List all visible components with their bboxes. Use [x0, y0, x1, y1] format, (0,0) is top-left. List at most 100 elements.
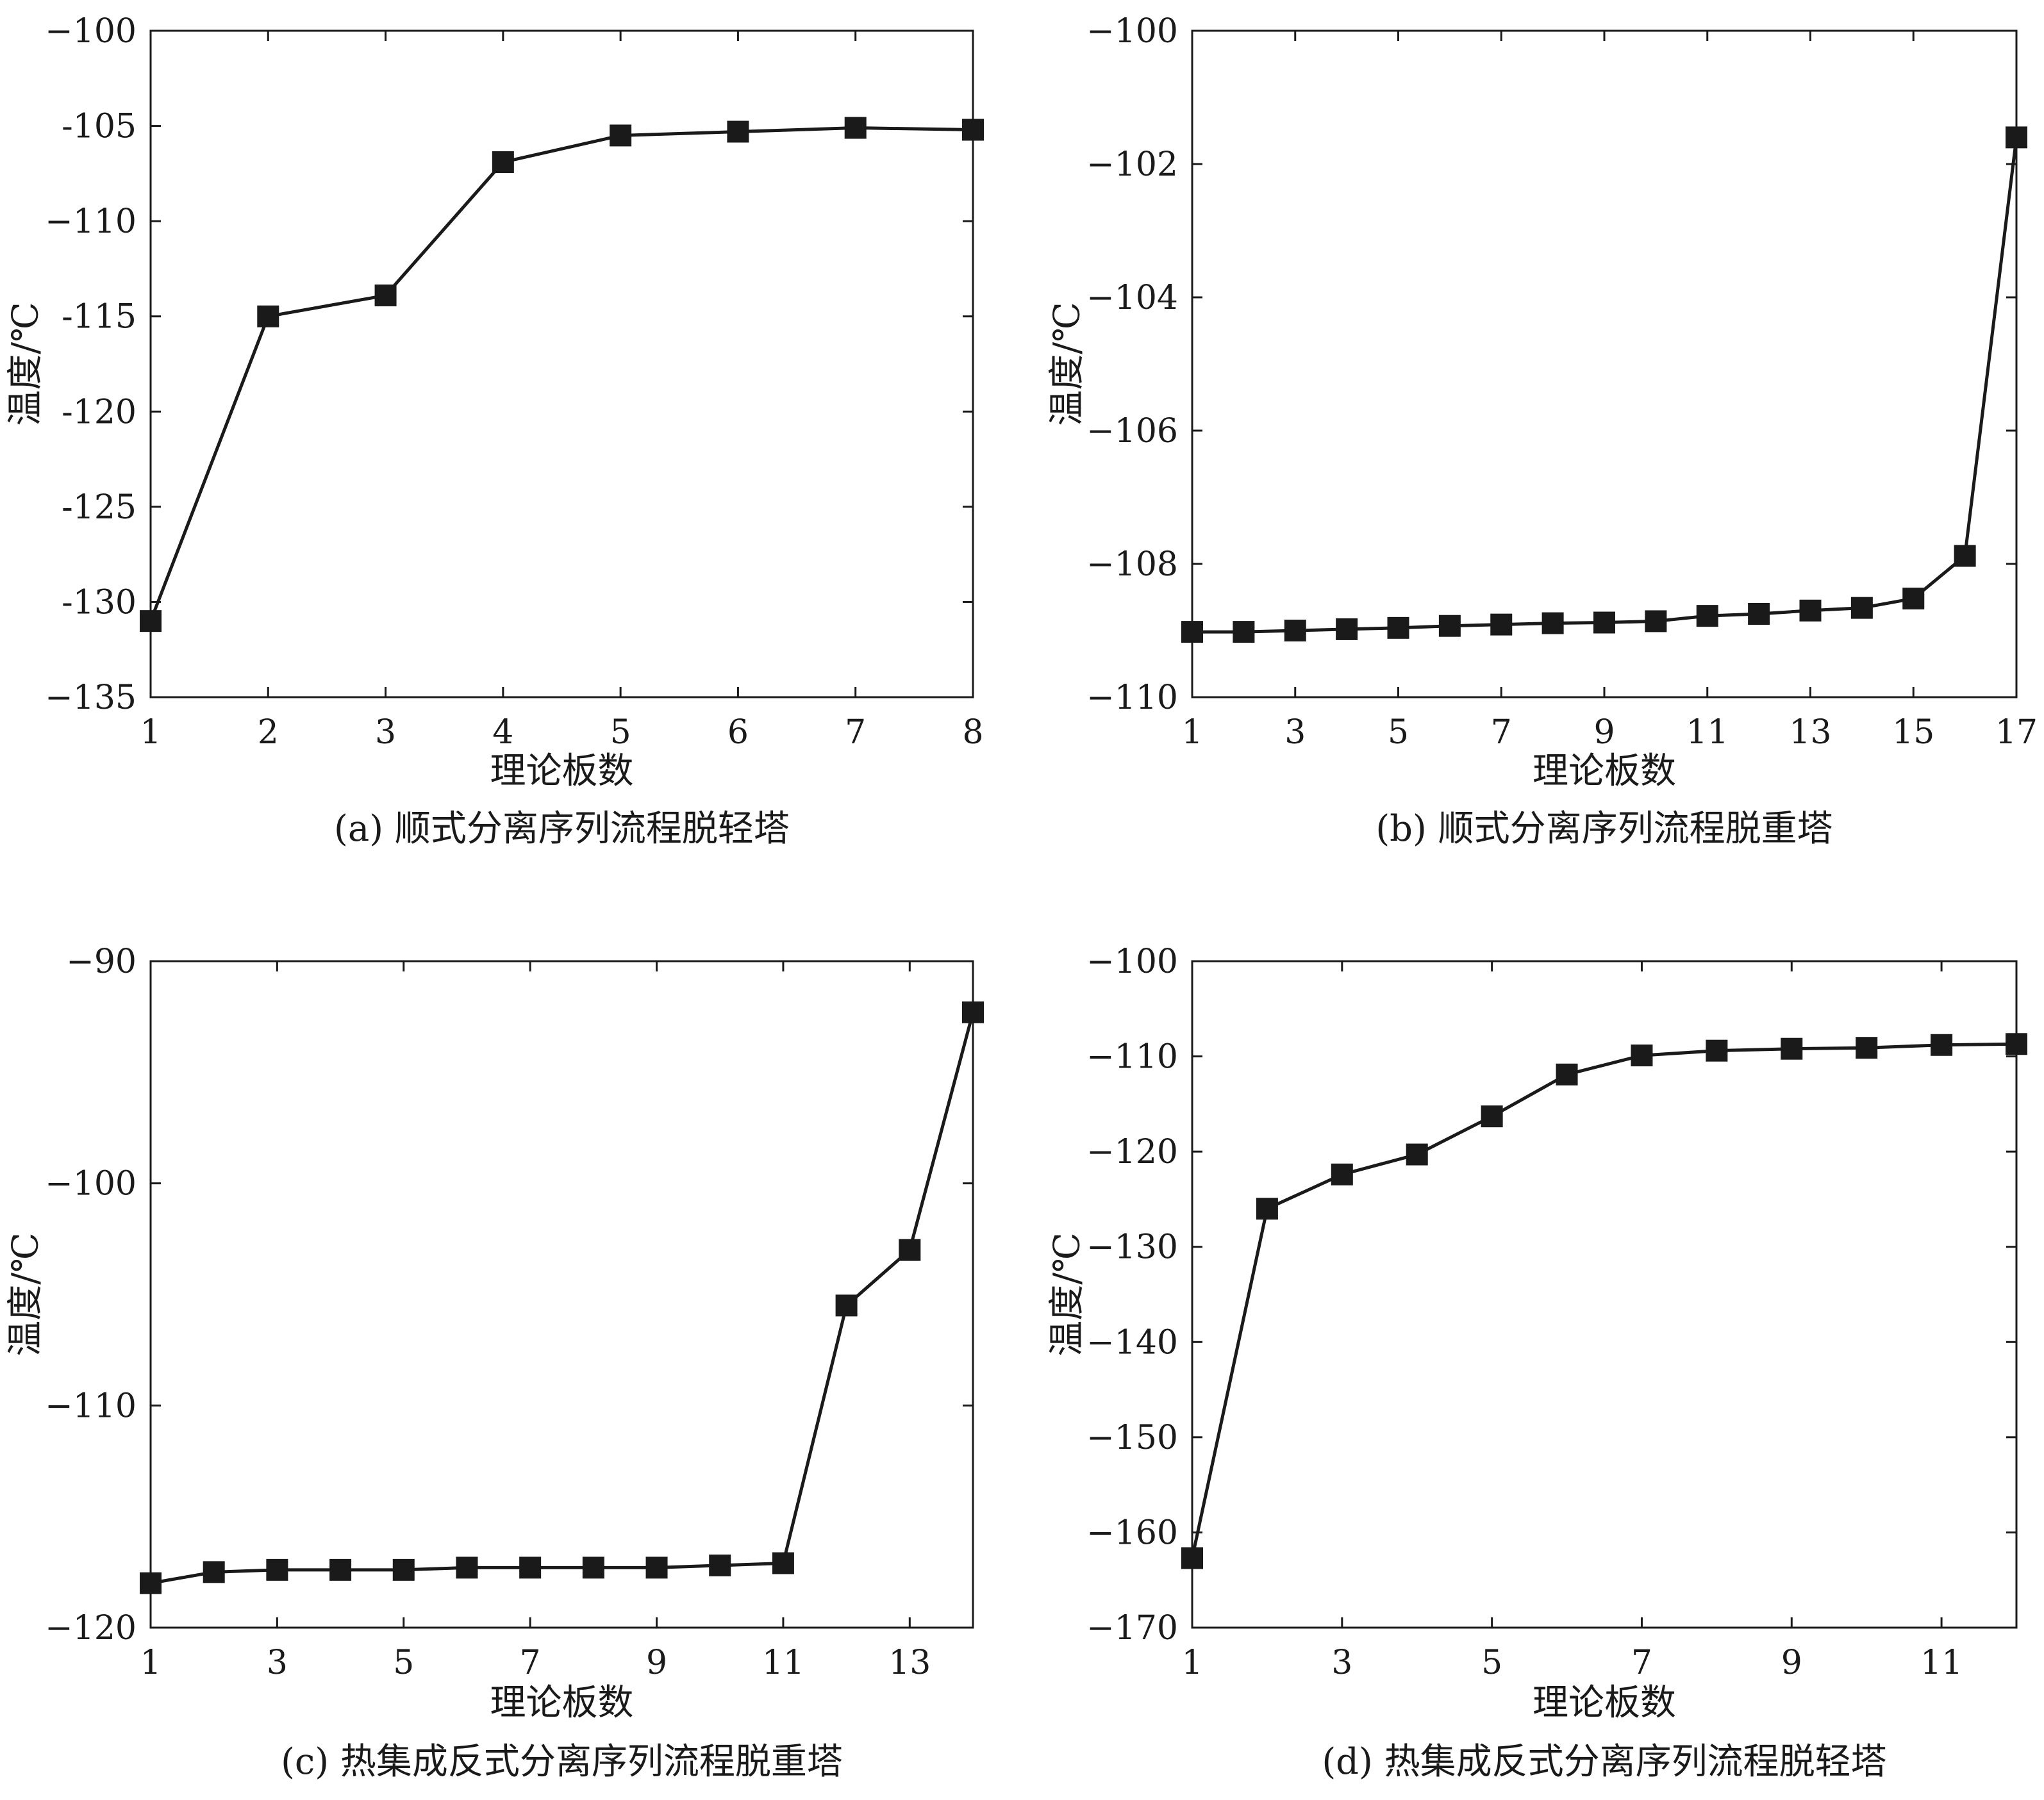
data-point — [1331, 1163, 1353, 1185]
data-point — [1593, 611, 1615, 634]
panel-a: 1 2 3 4 5 6 7 8 −100 -105 −110 -115 -120 -125 -130 −135… — [5, 12, 984, 850]
y-tick-label: −100 — [1086, 943, 1178, 981]
x-tick-label: 3 — [267, 1644, 288, 1682]
y-tick-label: −160 — [1086, 1514, 1178, 1552]
panel-caption: (a) 顺式分离序列流程脱轻塔 — [334, 808, 790, 850]
data-point — [844, 117, 867, 139]
data-point — [2006, 126, 2027, 149]
data-point — [962, 1001, 984, 1023]
x-tick-label: 9 — [646, 1644, 667, 1682]
y-tick-label: −106 — [1086, 412, 1178, 450]
y-tick-label: -130 — [62, 583, 137, 622]
data-point — [1406, 1143, 1428, 1166]
x-tick-label: 13 — [1789, 713, 1831, 752]
y-tick-label: −120 — [45, 1609, 137, 1647]
x-tick-label: 5 — [1388, 713, 1409, 752]
x-tick-label: 5 — [1481, 1644, 1502, 1682]
x-axis-label: 理论板数 — [1533, 1682, 1676, 1724]
y-axis-label: 温度/℃ — [5, 302, 47, 426]
x-tick-label: 5 — [393, 1644, 414, 1682]
data-point — [1748, 603, 1770, 625]
x-tick-label: 1 — [1181, 1644, 1202, 1682]
x-tick-label: 13 — [888, 1644, 931, 1682]
data-point — [899, 1239, 921, 1261]
data-point — [1645, 610, 1667, 632]
panel-caption: (d) 热集成反式分离序列流程脱轻塔 — [1322, 1741, 1886, 1783]
x-tick-label: 11 — [762, 1644, 804, 1682]
data-point — [610, 124, 632, 147]
plot-frame — [149, 960, 974, 1629]
x-tick-label: 3 — [375, 713, 396, 752]
data-point — [772, 1552, 794, 1574]
y-tick-label: −110 — [1086, 1038, 1178, 1077]
y-axis-label: 温度/℃ — [1047, 1232, 1088, 1357]
data-point — [1387, 616, 1409, 639]
data-point — [1336, 618, 1358, 640]
data-point — [1233, 621, 1255, 643]
data-point — [1931, 1034, 1953, 1056]
y-tick-label: −110 — [45, 202, 137, 241]
y-tick-label: -120 — [62, 393, 137, 431]
x-tick-label: 7 — [520, 1644, 541, 1682]
x-tick-label: 11 — [1920, 1644, 1963, 1682]
x-tick-label: 17 — [1995, 713, 2038, 752]
y-tick-label: −170 — [1086, 1609, 1178, 1647]
y-tick-label: −90 — [66, 943, 137, 981]
x-tick-label: 1 — [140, 1644, 161, 1682]
data-point — [2006, 1033, 2027, 1055]
plot-frame — [1191, 960, 2018, 1629]
data-point — [1438, 615, 1461, 637]
data-point — [709, 1554, 731, 1576]
plot-frame — [149, 29, 974, 698]
data-point — [1256, 1198, 1278, 1220]
data-point — [1799, 599, 1822, 622]
data-point — [203, 1561, 225, 1583]
x-tick-label: 1 — [1181, 713, 1202, 752]
data-point — [140, 1572, 162, 1594]
y-tick-label: −135 — [45, 679, 137, 717]
y-tick-label: −130 — [1086, 1228, 1178, 1267]
panel-d: 1 3 5 7 9 11 −100 −110 −120 −130 −140 −150 −160 −170 理… — [1047, 943, 2027, 1783]
y-tick-label: −110 — [1086, 679, 1178, 717]
x-tick-label: 7 — [1631, 1644, 1652, 1682]
x-tick-label: 3 — [1331, 1644, 1352, 1682]
x-tick-label: 3 — [1284, 713, 1306, 752]
data-point — [519, 1556, 542, 1579]
data-point — [1181, 621, 1203, 643]
y-tick-label: −140 — [1086, 1323, 1178, 1362]
series-line — [149, 126, 974, 622]
data-point — [1902, 588, 1925, 610]
data-point — [1781, 1037, 1803, 1060]
data-point — [582, 1556, 604, 1579]
data-point — [257, 305, 279, 327]
data-point — [392, 1558, 415, 1581]
data-point — [1696, 605, 1718, 627]
data-point — [374, 285, 397, 307]
series-line — [1192, 137, 2018, 634]
panel-caption: (b) 顺式分离序列流程脱重塔 — [1375, 808, 1832, 850]
y-tick-label: −108 — [1086, 545, 1178, 584]
x-tick-label: 15 — [1892, 713, 1934, 752]
data-point — [266, 1558, 288, 1581]
x-tick-label: 7 — [845, 713, 866, 752]
data-point — [1631, 1044, 1653, 1067]
x-tick-label: 7 — [1491, 713, 1512, 752]
data-point — [1481, 1105, 1503, 1128]
x-tick-label: 4 — [492, 713, 513, 752]
data-point — [1850, 597, 1873, 619]
x-tick-label: 1 — [140, 713, 161, 752]
y-tick-label: −150 — [1086, 1419, 1178, 1457]
y-tick-label: −120 — [1086, 1133, 1178, 1171]
data-point — [645, 1556, 668, 1579]
y-tick-label: -105 — [62, 108, 137, 146]
y-tick-label: −100 — [45, 12, 137, 51]
data-point — [329, 1558, 352, 1581]
y-tick-label: −104 — [1086, 279, 1178, 317]
x-tick-label: 8 — [962, 713, 983, 752]
panel-b: 1 3 5 7 9 11 13 15 17−100−102−104−106−108−110理论板… — [1047, 12, 2038, 850]
series-line — [1190, 1042, 2017, 1559]
panel-caption: (c) 热集成反式分离序列流程脱重塔 — [281, 1741, 843, 1783]
data-point — [1181, 1547, 1203, 1569]
